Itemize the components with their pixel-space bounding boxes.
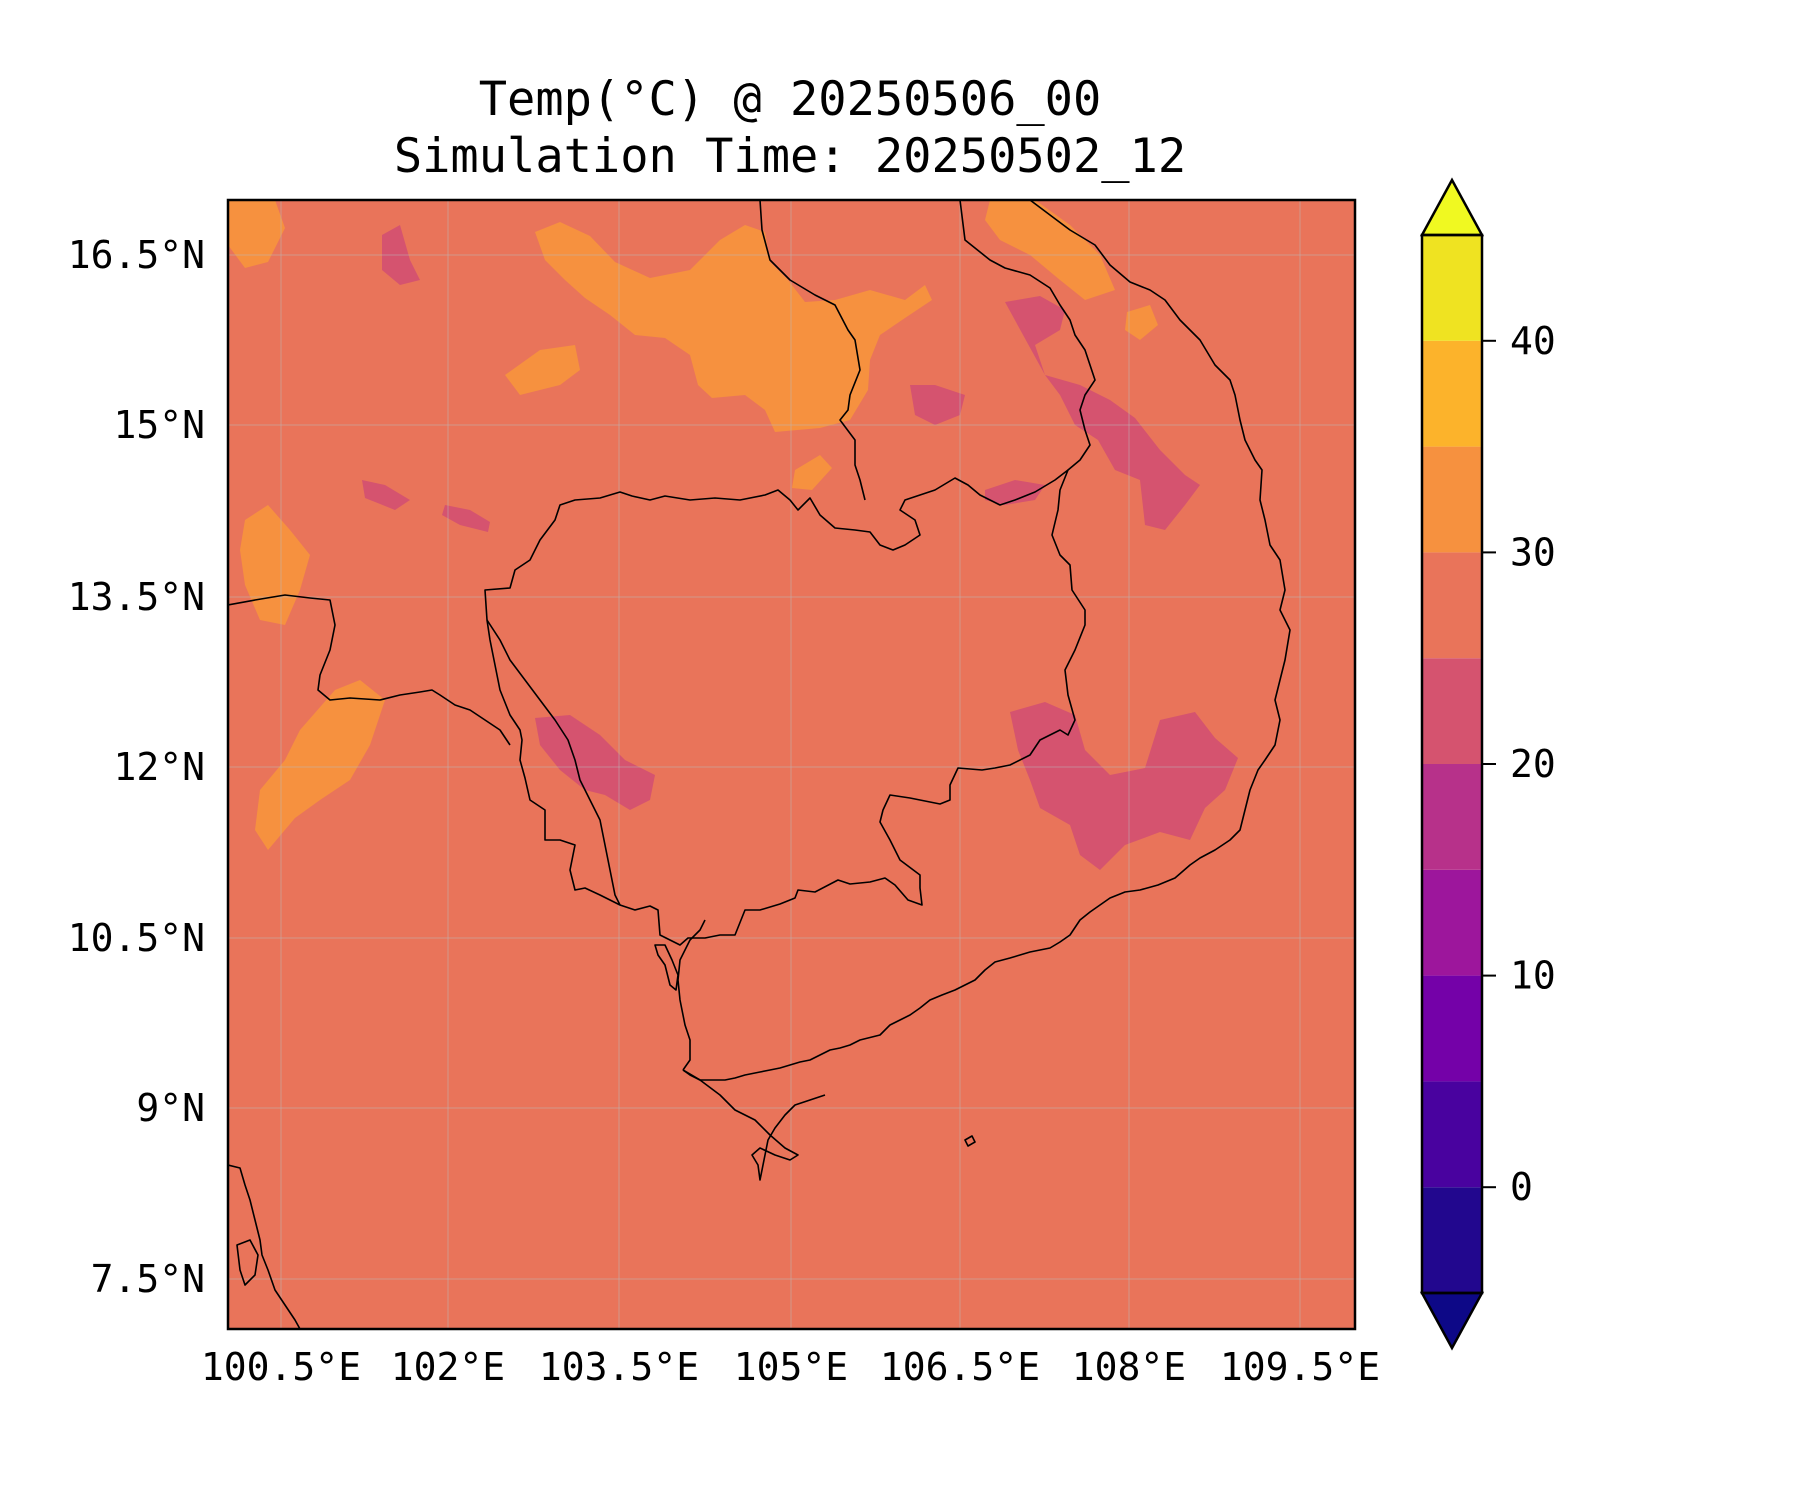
- colorbar-extend-min: [1419, 1291, 1485, 1351]
- mekong-delta: [677, 919, 706, 1071]
- warm-patch-ne: [985, 200, 1115, 300]
- colorbar-tick-label: 40: [1510, 319, 1556, 363]
- lat-tick-label: 13.5°N: [68, 575, 205, 619]
- cool-patch-north4: [442, 505, 490, 532]
- lat-tick-label: 16.5°N: [68, 233, 205, 277]
- map-title-line2: Simulation Time: 20250502_12: [394, 129, 1186, 184]
- lon-tick-label: 109.5°E: [1220, 1345, 1380, 1389]
- lon-tick-label: 108°E: [1072, 1345, 1186, 1389]
- vietnam-coast: [682, 200, 1291, 1081]
- warm-patch-w2: [255, 680, 385, 850]
- lon-tick-label: 100.5°E: [201, 1345, 361, 1389]
- lat-tick-label: 9°N: [136, 1086, 205, 1130]
- lon-tick-label: 102°E: [391, 1345, 505, 1389]
- lon-tick-label: 106.5°E: [880, 1345, 1040, 1389]
- colorbar-bin: [1422, 552, 1482, 659]
- lat-tick-label: 10.5°N: [68, 916, 205, 960]
- colorbar-bin: [1422, 975, 1482, 1082]
- colorbar-bin: [1422, 235, 1482, 341]
- lon-tick-label: 105°E: [734, 1345, 848, 1389]
- map-title-line1: Temp(°C) @ 20250506_00: [479, 72, 1102, 127]
- lat-tick-labels: 16.5°N 15°N 13.5°N 12°N 10.5°N 9°N 7.5°N: [68, 233, 205, 1301]
- colorbar-tick-label: 0: [1510, 1165, 1533, 1209]
- colorbar-bin: [1422, 1187, 1482, 1293]
- graticule: [228, 200, 1355, 1329]
- colorbar-tick-label: 30: [1510, 530, 1556, 574]
- thai-laos-border: [759, 200, 866, 501]
- colorbar-tick-label: 10: [1510, 954, 1556, 998]
- cool-patch-annamite: [1005, 296, 1200, 530]
- colorbar-bin: [1422, 764, 1482, 870]
- warm-patch-w3: [505, 345, 580, 395]
- colorbar-bin: [1422, 1081, 1482, 1188]
- cool-patch-highlands-south: [1010, 702, 1238, 870]
- colorbar-bin: [1422, 869, 1482, 976]
- gulf-coast: [486, 619, 621, 906]
- lon-tick-labels: 100.5°E 102°E 103.5°E 105°E 106.5°E 108°…: [201, 1345, 1380, 1389]
- colorbar-tick-label: 20: [1510, 742, 1556, 786]
- colorbar-ticks: 0 10 20 30 40: [1482, 319, 1556, 1209]
- cool-patch-cardamom: [535, 715, 655, 810]
- ca-mau-tip: [682, 1069, 826, 1181]
- cool-patch-north3: [362, 480, 410, 510]
- colorbar-bin: [1422, 658, 1482, 764]
- lon-tick-label: 103.5°E: [539, 1345, 699, 1389]
- colorbar-bin: [1422, 340, 1482, 447]
- cool-patch-border: [985, 480, 1045, 505]
- map-frame: [226, 198, 1357, 1331]
- map-panel: [228, 200, 1355, 1329]
- cool-patch-north2: [910, 385, 965, 425]
- coastlines-and-borders: [228, 200, 1291, 1329]
- lat-tick-label: 12°N: [113, 745, 205, 789]
- island-phu-quoc: [654, 944, 679, 991]
- warm-patch-w1: [240, 505, 310, 625]
- lat-tick-label: 15°N: [113, 403, 205, 447]
- warm-patch-dot2: [792, 455, 832, 490]
- warm-patch-dot1: [1125, 305, 1158, 340]
- lat-tick-label: 7.5°N: [91, 1257, 205, 1301]
- thai-cambodia-west: [228, 594, 511, 746]
- cool-patches: [362, 225, 1238, 870]
- malay-peninsula: [228, 1164, 301, 1329]
- laos-vietnam-border: [959, 200, 1096, 471]
- island-con-dao: [964, 1135, 976, 1147]
- colorbar-bin: [1422, 446, 1482, 553]
- warm-patches: [228, 200, 1158, 850]
- island-samui: [236, 1239, 259, 1286]
- cambodia-border: [484, 469, 1086, 946]
- warm-patch-north: [535, 222, 932, 432]
- warm-patch-nw: [228, 200, 285, 268]
- colorbar-bins: [1422, 235, 1482, 1293]
- colorbar-extend-max: [1419, 177, 1485, 237]
- colorbar: 0 10 20 30 40: [1419, 177, 1556, 1351]
